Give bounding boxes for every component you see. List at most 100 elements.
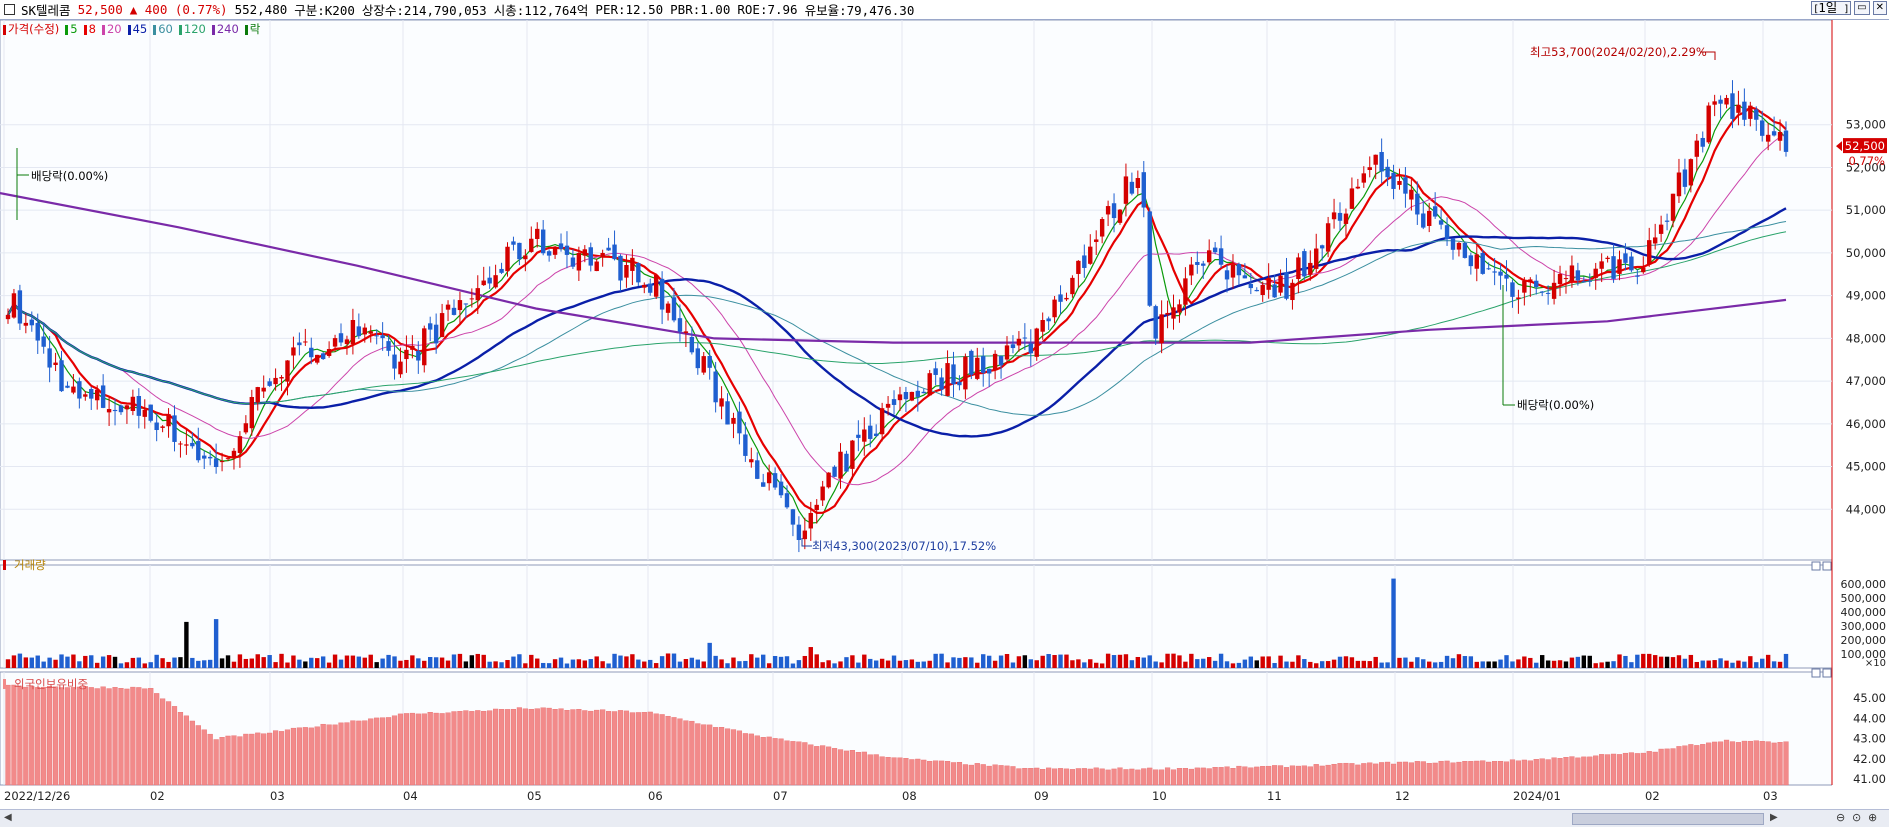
volume-bar	[1034, 660, 1039, 668]
volume-bar	[1611, 661, 1616, 668]
volume-bar	[1099, 663, 1105, 668]
candle-body	[523, 255, 528, 260]
scroll-left-icon[interactable]: ◀	[4, 812, 12, 823]
candle-body	[1539, 291, 1545, 293]
candle-body	[564, 245, 570, 255]
foreign-bar	[498, 709, 505, 786]
volume-bar	[166, 661, 171, 668]
foreign-bar	[100, 686, 106, 786]
dividend-label-1: 배당락(0.00%)	[31, 169, 108, 183]
volume-bar	[594, 656, 599, 668]
volume-bar	[285, 662, 290, 668]
roe-value: ROE:7.96	[737, 2, 798, 17]
zoom-in-icon[interactable]: ⊕	[1868, 811, 1878, 824]
candle-body	[582, 249, 588, 256]
candle-body	[47, 348, 52, 368]
candle-body	[410, 345, 415, 350]
candle-body	[1522, 280, 1527, 293]
candle-body	[320, 353, 326, 360]
foreign-bar	[1319, 765, 1325, 786]
candle-body	[190, 442, 195, 447]
period-button[interactable]: [1일]	[1811, 1, 1852, 15]
legend-label: 5	[70, 22, 78, 36]
foreign-bar	[1343, 762, 1349, 786]
volume-bar	[1551, 660, 1557, 668]
candle-body	[231, 450, 237, 458]
scroll-right-icon[interactable]: ▶	[1770, 812, 1778, 823]
candle-body	[344, 339, 350, 345]
foreign-bar	[88, 687, 94, 786]
reserve-ratio: 유보율:79,476.30	[804, 3, 915, 18]
foreign-bar	[1046, 767, 1052, 786]
volume-bar	[1308, 661, 1313, 668]
candle-body	[53, 362, 58, 365]
zoom-out-icon[interactable]: ⊖	[1836, 811, 1846, 824]
volume-bar	[1676, 655, 1682, 668]
candle-body	[790, 509, 796, 525]
foreign-bar	[1729, 741, 1736, 786]
foreign-bar	[677, 718, 683, 786]
candle-body	[725, 401, 730, 425]
candle-body	[106, 409, 112, 413]
candle-body	[624, 265, 629, 278]
chart-scrollbar[interactable]: ◀ ▶ ⊖ ⊙ ⊕	[0, 809, 1889, 827]
foreign-bar	[1093, 767, 1099, 786]
candle-body	[184, 444, 189, 446]
volume-bar	[689, 657, 695, 668]
candle-body	[261, 387, 266, 392]
volume-bar	[261, 657, 266, 668]
candle-body	[1218, 248, 1224, 265]
volume-bar	[1635, 654, 1640, 668]
zoom-reset-icon[interactable]: ⊙	[1852, 811, 1862, 824]
foreign-bars-group	[5, 684, 1789, 786]
foreign-bar	[1408, 762, 1414, 786]
price-tick-label: 51,000	[1846, 203, 1886, 217]
foreign-bar	[243, 733, 249, 786]
foreign-legend-swatch	[3, 679, 6, 689]
candle-body	[1617, 259, 1622, 274]
foreign-bar	[1153, 769, 1159, 786]
volume-bar	[1367, 661, 1372, 668]
foreign-bar	[968, 764, 974, 786]
candle-body	[1593, 268, 1598, 278]
candle-body	[1052, 299, 1057, 318]
volume-bar	[392, 656, 397, 668]
candle-body	[897, 394, 903, 401]
volume-bar	[701, 661, 706, 668]
candle-body	[219, 461, 225, 463]
candle-body	[142, 409, 147, 417]
foreign-bar	[879, 756, 885, 786]
select-checkbox[interactable]	[4, 4, 15, 15]
volume-bar	[755, 657, 760, 668]
candle-body	[570, 257, 576, 267]
foreign-bar	[445, 712, 451, 786]
candle-body	[1177, 304, 1182, 313]
candle-body	[1629, 256, 1634, 271]
volume-bar	[1652, 655, 1658, 668]
volume-bar	[838, 661, 843, 668]
foreign-bar	[570, 709, 576, 786]
volume-bar	[1058, 654, 1063, 668]
foreign-bar	[1414, 761, 1420, 786]
volume-bar	[35, 655, 40, 668]
stock-chart[interactable]: 53,000 52,000 51,000 50,000 49,000 48,000 47,0…	[0, 20, 1889, 809]
foreign-bar	[1474, 760, 1480, 786]
close-icon[interactable]: ✕	[1872, 1, 1887, 15]
price-tick-label: 50,000	[1846, 246, 1886, 260]
candle-body	[677, 318, 683, 332]
candle-body	[148, 404, 153, 421]
volume-bar	[386, 654, 391, 668]
low-annotation: 최저43,300(2023/07/10),17.52%	[812, 539, 996, 553]
scroll-thumb[interactable]	[1572, 813, 1764, 825]
candle-body	[29, 319, 34, 326]
maximize-icon[interactable]: ▭	[1854, 1, 1870, 15]
candle-body	[671, 297, 677, 321]
foreign-bar	[730, 729, 737, 786]
candle-body	[921, 391, 926, 394]
foreign-bar	[1266, 765, 1272, 786]
candle-body	[1361, 173, 1366, 183]
volume-bar	[856, 662, 861, 668]
x-tick-label: 05	[527, 789, 542, 803]
foreign-bar	[64, 687, 71, 786]
candle-body	[11, 293, 17, 318]
